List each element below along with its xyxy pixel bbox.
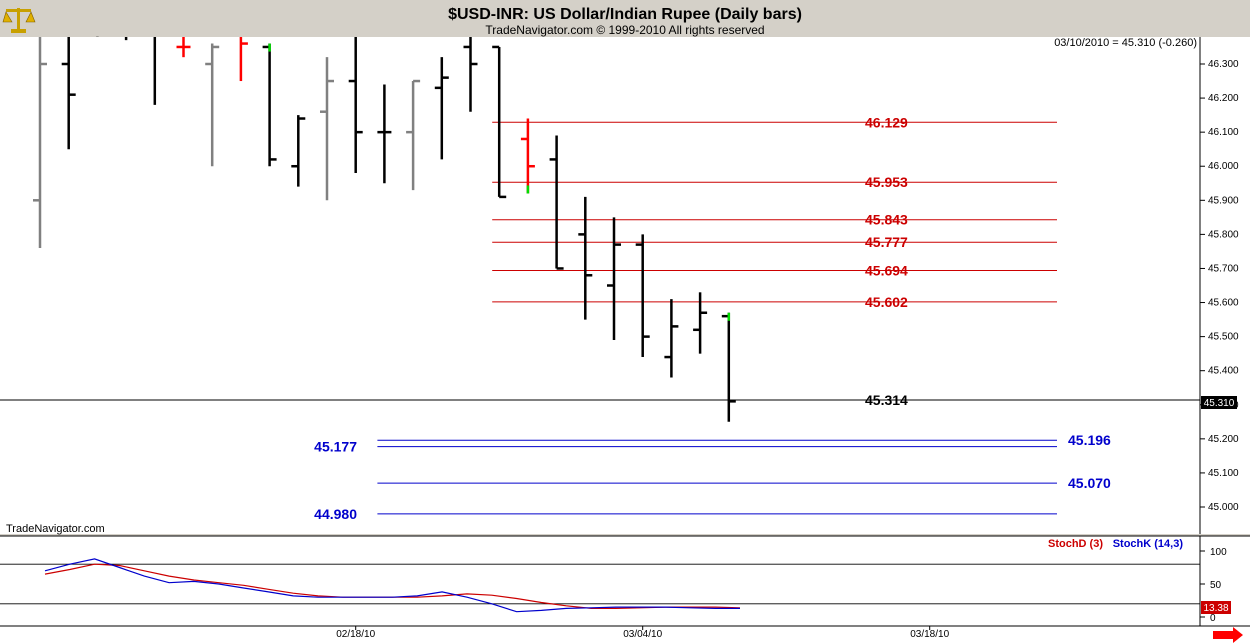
price-bar (693, 292, 708, 354)
price-tick-label: 46.200 (1208, 93, 1239, 104)
last-price-label: 45.310 (1204, 398, 1235, 409)
price-bar (406, 79, 421, 191)
stoch-k-line (44, 558, 740, 613)
price-bar (33, 37, 47, 249)
legend-stoch-k: StochK (14,3) (1113, 538, 1184, 550)
level-label: 45.070 (1068, 475, 1111, 491)
date-tick-label: 03/18/10 (910, 629, 949, 640)
date-tick-label: 03/04/10 (623, 629, 662, 640)
price-bar (578, 196, 593, 320)
price-bar (463, 37, 478, 112)
price-tick-label: 45.000 (1208, 502, 1239, 513)
price-tick-label: 45.500 (1208, 332, 1239, 343)
price-bar (239, 37, 248, 82)
price-tick-label: 46.300 (1208, 59, 1239, 70)
legend-stoch-d: StochD (3) (1048, 538, 1103, 550)
price-bar (61, 37, 76, 150)
price-bar (492, 45, 507, 199)
date-tick-label: 02/18/10 (336, 629, 375, 640)
price-tick-label: 46.100 (1208, 127, 1239, 138)
price-bar (721, 312, 736, 422)
stoch-last-tag (1201, 601, 1231, 614)
last-price-tag (1201, 396, 1237, 409)
copyright-text: TradeNavigator.com © 1999-2010 All right… (485, 23, 764, 37)
price-panel (0, 37, 1200, 534)
level-label: 45.196 (1068, 432, 1111, 448)
price-bar (348, 37, 363, 174)
level-label: 45.953 (865, 174, 908, 190)
watermark-text: TradeNavigator.com (6, 523, 105, 535)
price-axis (1200, 37, 1250, 534)
price-tick-label: 45.800 (1208, 229, 1239, 240)
price-bar (262, 43, 277, 167)
level-label: 45.314 (865, 392, 908, 408)
price-bar (377, 84, 392, 184)
level-label: 45.843 (865, 212, 908, 228)
level-label: 46.129 (865, 114, 908, 130)
price-tick-label: 45.700 (1208, 263, 1239, 274)
stoch-last-label: 13.38 (1203, 603, 1228, 614)
scales-icon (2, 8, 36, 33)
price-bar (664, 299, 679, 378)
price-tick-label: 45.200 (1208, 434, 1239, 445)
price-tick-label: 45.100 (1208, 468, 1239, 479)
price-tick-label: 45.600 (1208, 298, 1239, 309)
level-label: 45.602 (865, 294, 908, 310)
price-bar (205, 43, 220, 167)
price-tick-label: 45.400 (1208, 366, 1239, 377)
level-label: 45.777 (865, 234, 908, 250)
level-label: 45.177 (314, 439, 357, 455)
stoch-tick-label: 100 (1210, 547, 1227, 558)
stoch-tick-label: 0 (1210, 613, 1216, 624)
price-bar (607, 217, 621, 341)
price-tick-label: 45.900 (1208, 195, 1239, 206)
quote-readout: 03/10/2010 = 45.310 (-0.260) (1054, 37, 1197, 49)
price-bar (549, 135, 564, 270)
stoch-tick-label: 50 (1210, 580, 1222, 591)
price-bar (320, 57, 334, 201)
scroll-right-arrow-icon[interactable] (1213, 627, 1243, 643)
chart-title: $USD-INR: US Dollar/Indian Rupee (Daily … (448, 6, 802, 23)
price-bar (520, 118, 535, 194)
price-bar (291, 115, 306, 187)
level-label: 44.980 (314, 506, 357, 522)
level-label: 45.694 (865, 263, 908, 279)
price-tick-label: 46.000 (1208, 161, 1239, 172)
price-bar (635, 234, 650, 358)
price-bar (176, 37, 191, 58)
date-axis (0, 626, 1250, 643)
stochastic-panel (0, 536, 1200, 626)
price-bar (434, 57, 449, 160)
